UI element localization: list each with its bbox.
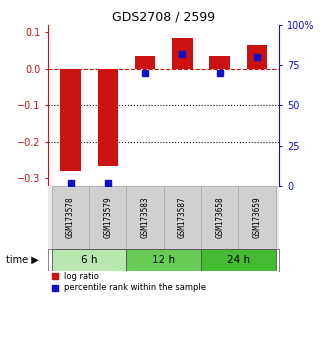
Text: 12 h: 12 h (152, 255, 175, 265)
Bar (98, 69, 118, 166)
Bar (209, 56, 230, 69)
Bar (172, 38, 193, 69)
Text: GSM173583: GSM173583 (141, 197, 150, 238)
Title: GDS2708 / 2599: GDS2708 / 2599 (112, 11, 215, 24)
Bar (52, 249, 126, 270)
Bar (247, 45, 267, 69)
Text: percentile rank within the sample: percentile rank within the sample (64, 284, 206, 292)
Text: GSM173659: GSM173659 (252, 197, 261, 238)
Bar (164, 186, 201, 249)
Text: GSM173578: GSM173578 (66, 197, 75, 238)
Bar (89, 186, 126, 249)
Bar (126, 186, 164, 249)
Bar (60, 69, 81, 171)
Bar (201, 186, 238, 249)
Text: time ▶: time ▶ (6, 255, 39, 265)
Bar (201, 249, 275, 270)
Text: log ratio: log ratio (64, 272, 99, 281)
Text: GSM173587: GSM173587 (178, 197, 187, 238)
Text: 6 h: 6 h (81, 255, 97, 265)
Bar (52, 186, 89, 249)
Text: GSM173658: GSM173658 (215, 197, 224, 238)
Bar (126, 249, 201, 270)
Text: 24 h: 24 h (227, 255, 250, 265)
Text: GSM173579: GSM173579 (103, 197, 112, 238)
Bar (135, 56, 155, 69)
Bar (238, 186, 275, 249)
